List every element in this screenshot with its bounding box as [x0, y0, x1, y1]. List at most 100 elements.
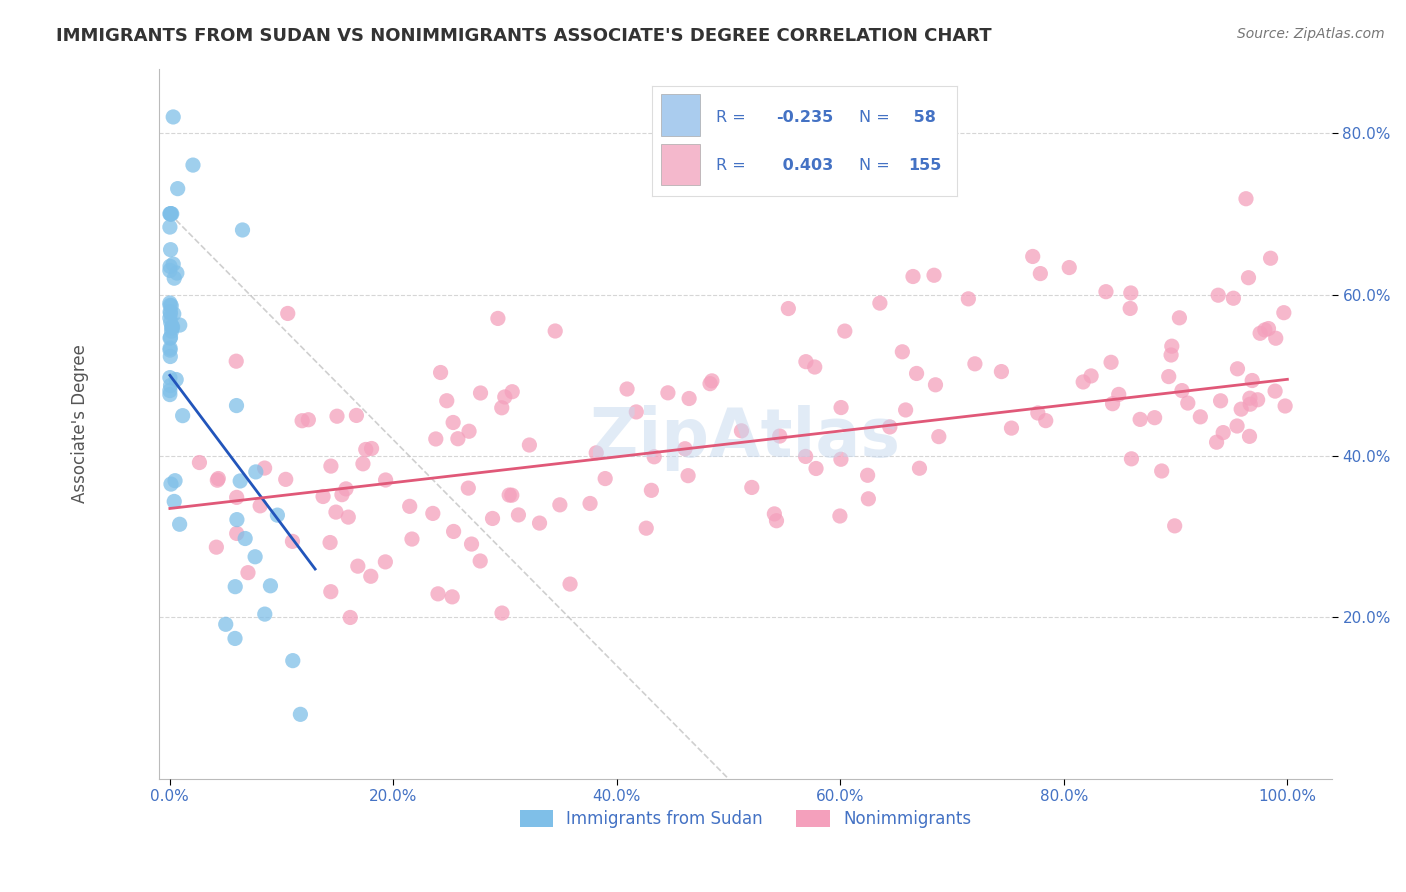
Point: [231, 223, 253, 237]
Point: [236, 566, 259, 580]
Point: [585, 446, 607, 460]
Point: [233, 532, 256, 546]
Point: [856, 468, 879, 483]
Point: [558, 577, 581, 591]
Point: [963, 357, 986, 371]
Point: [172, 409, 194, 423]
Point: [1168, 310, 1191, 325]
Point: [834, 324, 856, 338]
Point: [163, 271, 186, 285]
Point: [160, 319, 183, 334]
Point: [1119, 285, 1142, 300]
Point: [924, 377, 946, 392]
Point: [159, 343, 181, 357]
Point: [160, 207, 183, 221]
Point: [481, 511, 503, 525]
Point: [330, 488, 353, 502]
Point: [160, 320, 183, 334]
Point: [990, 365, 1012, 379]
Point: [529, 516, 551, 530]
Point: [166, 181, 188, 195]
Point: [519, 438, 541, 452]
Point: [460, 537, 482, 551]
Point: [1212, 425, 1234, 440]
Point: [579, 496, 602, 510]
Point: [160, 477, 183, 491]
Point: [229, 474, 252, 488]
Point: [457, 481, 479, 495]
Point: [643, 450, 665, 464]
Point: [1246, 392, 1268, 407]
Point: [1264, 384, 1286, 398]
Point: [544, 324, 567, 338]
Point: [1108, 387, 1130, 401]
Point: [1080, 368, 1102, 383]
Point: [253, 607, 276, 621]
Point: [1071, 375, 1094, 389]
Point: [794, 450, 817, 464]
Point: [224, 580, 246, 594]
Point: [673, 442, 696, 456]
Point: [678, 392, 700, 406]
Point: [879, 420, 901, 434]
Point: [508, 508, 530, 522]
Point: [401, 532, 423, 546]
Point: [491, 401, 513, 415]
Point: [335, 482, 357, 496]
Point: [957, 292, 980, 306]
Point: [277, 306, 299, 320]
Point: [162, 110, 184, 124]
Point: [1160, 348, 1182, 362]
Point: [616, 382, 638, 396]
Point: [159, 296, 181, 310]
Point: [498, 488, 520, 502]
Point: [159, 310, 181, 325]
Point: [159, 220, 181, 235]
Point: [188, 456, 211, 470]
Point: [441, 590, 464, 604]
Point: [730, 424, 752, 438]
Point: [165, 372, 187, 386]
Point: [1249, 326, 1271, 341]
Point: [778, 301, 800, 316]
Point: [159, 378, 181, 392]
Point: [1129, 412, 1152, 426]
Y-axis label: Associate's Degree: Associate's Degree: [72, 344, 89, 503]
Point: [458, 424, 481, 438]
Point: [352, 457, 374, 471]
Point: [1254, 323, 1277, 337]
Point: [828, 508, 851, 523]
Point: [794, 354, 817, 368]
Point: [266, 508, 288, 523]
Point: [443, 524, 465, 539]
Point: [640, 483, 662, 498]
Text: Source: ZipAtlas.com: Source: ZipAtlas.com: [1237, 27, 1385, 41]
Point: [1099, 355, 1122, 369]
Point: [159, 330, 181, 344]
Point: [159, 304, 181, 318]
Point: [281, 534, 304, 549]
Point: [225, 491, 247, 505]
Point: [830, 452, 852, 467]
Point: [1035, 414, 1057, 428]
Point: [312, 490, 335, 504]
Point: [494, 390, 516, 404]
Point: [169, 318, 191, 332]
Point: [1143, 410, 1166, 425]
Point: [163, 307, 186, 321]
Point: [354, 442, 377, 457]
Text: ZipAtlas: ZipAtlas: [591, 405, 900, 471]
Point: [1239, 397, 1261, 411]
Point: [166, 266, 188, 280]
Point: [159, 341, 181, 355]
Point: [169, 517, 191, 532]
Point: [425, 432, 447, 446]
Point: [325, 505, 347, 519]
Point: [1274, 399, 1296, 413]
Point: [159, 207, 181, 221]
Point: [253, 461, 276, 475]
Point: [319, 584, 342, 599]
Point: [215, 617, 238, 632]
Legend: Immigrants from Sudan, Nonimmigrants: Immigrants from Sudan, Nonimmigrants: [513, 803, 977, 835]
Point: [1206, 288, 1229, 302]
